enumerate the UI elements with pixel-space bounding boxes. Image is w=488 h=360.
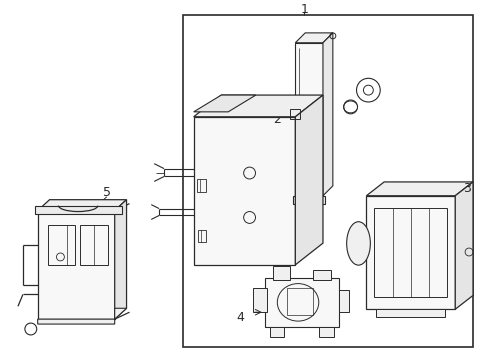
Text: 5: 5	[102, 186, 111, 199]
Bar	[375, 309, 445, 317]
Bar	[252, 288, 266, 312]
Text: 1: 1	[300, 3, 307, 16]
Bar	[338, 290, 348, 312]
Bar	[373, 208, 447, 297]
Text: 2: 2	[272, 113, 280, 126]
Bar	[47, 225, 75, 265]
Bar	[264, 278, 338, 327]
Polygon shape	[38, 308, 126, 324]
Bar	[366, 196, 454, 309]
Bar	[286, 288, 312, 315]
Bar	[196, 179, 205, 192]
Polygon shape	[295, 33, 332, 43]
Polygon shape	[366, 182, 472, 196]
Bar	[318, 327, 333, 337]
Bar	[80, 225, 107, 265]
Bar	[35, 206, 122, 213]
Bar	[312, 270, 330, 280]
Bar	[295, 43, 322, 196]
Bar	[272, 266, 290, 280]
Bar	[197, 230, 206, 242]
Text: 3: 3	[462, 182, 470, 195]
Bar	[183, 15, 472, 347]
Bar	[193, 117, 295, 265]
Polygon shape	[38, 200, 126, 211]
Polygon shape	[193, 95, 255, 112]
Polygon shape	[193, 95, 322, 117]
Bar	[293, 196, 325, 204]
Bar	[269, 327, 284, 337]
Text: 4: 4	[236, 311, 244, 324]
Bar	[290, 109, 300, 119]
Polygon shape	[115, 200, 126, 319]
Ellipse shape	[346, 222, 369, 265]
Polygon shape	[295, 95, 322, 265]
Bar	[38, 211, 115, 319]
Polygon shape	[454, 182, 472, 309]
Polygon shape	[322, 33, 332, 196]
